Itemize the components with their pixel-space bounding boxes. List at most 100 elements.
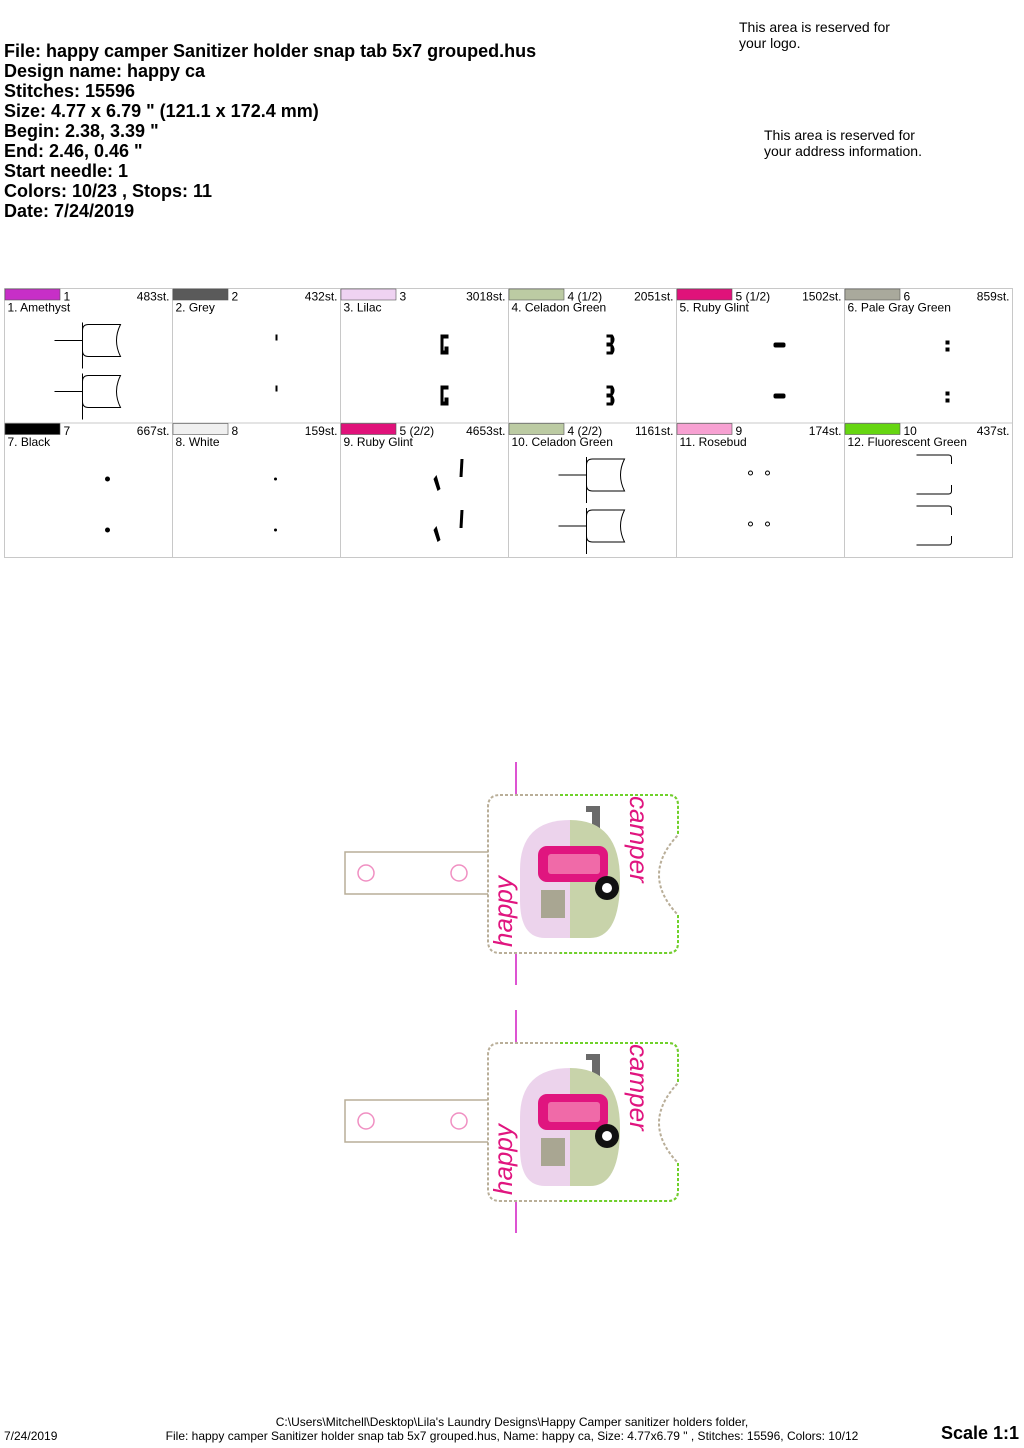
design-word: happy	[488, 874, 518, 947]
header-line: Colors: 10/23 , Stops: 11	[4, 181, 213, 201]
thumb-shape	[773, 342, 786, 348]
thumb-shape	[54, 373, 122, 420]
swatch	[844, 288, 901, 301]
scale: Scale 1:1	[940, 1423, 1019, 1443]
stitch-count: 1161st.	[635, 424, 673, 438]
stitch-count: 174st.	[809, 424, 842, 438]
thumb-shape	[765, 470, 770, 476]
color-name: 10. Celadon Green	[512, 435, 613, 449]
color-cell: 9 174st. 11. Rosebud	[676, 422, 845, 558]
color-name: 12. Fluorescent Green	[848, 435, 967, 449]
color-name: 8. White	[176, 435, 220, 449]
stitch-count: 437st.	[977, 424, 1010, 438]
color-cell: 1 483st. 1. Amethyst	[4, 288, 173, 424]
needle-number: 2	[232, 290, 239, 304]
color-cell: 5 (2/2) 4653st. 9. Ruby Glint	[340, 422, 509, 558]
color-table: 1 483st. 1. Amethyst 2 432st. 2. Grey 3 3018st.…	[4, 288, 1013, 558]
swatch	[676, 423, 733, 435]
swatch	[172, 288, 229, 301]
footer-path: C:\Users\Mitchell\Desktop\Lila's Laundry…	[275, 1415, 749, 1429]
needle-number: 8	[232, 424, 239, 438]
color-name: 4. Celadon Green	[512, 301, 607, 315]
color-cell: 4 (2/2) 1161st. 10. Celadon Green	[508, 422, 677, 558]
stitch-count: 159st.	[305, 424, 338, 438]
color-name: 3. Lilac	[344, 301, 382, 315]
swatch	[172, 423, 229, 435]
thumb-shape	[440, 334, 449, 355]
swatch	[340, 423, 397, 435]
thumb-shape	[105, 527, 110, 533]
swatch	[508, 288, 565, 301]
thumb-shape	[433, 475, 441, 491]
address-note: This area is reserved for your address i…	[764, 127, 922, 159]
color-cell: 7 667st. 7. Black	[4, 422, 173, 558]
thumb-shape	[275, 385, 278, 392]
design-word: camper	[624, 796, 654, 884]
color-cell: 10 437st. 12. Fluorescent Green	[844, 422, 1013, 558]
color-cell: 6 859st. 6. Pale Gray Green	[844, 288, 1013, 424]
thumb-shape	[765, 521, 770, 527]
needle-number: 5 (1/2)	[736, 290, 771, 304]
thumb-shape	[916, 454, 952, 495]
thumb-shape	[945, 398, 950, 403]
thumb-shape	[945, 347, 950, 352]
stitch-count: 859st.	[977, 290, 1010, 304]
needle-number: 1	[64, 290, 71, 304]
header-line: Size: 4.77 x 6.79 " (121.1 x 172.4 mm)	[4, 101, 319, 121]
footer-summary: File: happy camper Sanitizer holder snap…	[165, 1429, 859, 1443]
color-cell: 8 159st. 8. White	[172, 422, 341, 558]
thumb-shape	[440, 385, 449, 406]
stitch-count: 1502st.	[802, 290, 841, 304]
footer-date: 7/24/2019	[4, 1429, 58, 1443]
header-line: Start needle: 1	[4, 161, 129, 181]
needle-number: 10	[904, 424, 918, 438]
swatch	[508, 423, 565, 435]
color-name: 7. Black	[8, 435, 52, 449]
color-cell: 3 3018st. 3. Lilac	[340, 288, 509, 424]
header-line: End: 2.46, 0.46 "	[4, 141, 143, 161]
needle-number: 3	[400, 290, 407, 304]
header-line: Date: 7/24/2019	[4, 201, 135, 221]
header-line: File: happy camper Sanitizer holder snap…	[4, 41, 537, 61]
logo-note: This area is reserved for your logo.	[739, 19, 890, 51]
note-line: your address information.	[764, 143, 922, 159]
thumb-shape	[558, 457, 626, 503]
color-name: 11. Rosebud	[680, 435, 747, 449]
note-line: your logo.	[739, 35, 801, 51]
note-line: This area is reserved for	[739, 19, 890, 35]
thumb-shape	[105, 476, 110, 482]
stitch-count: 3018st.	[466, 290, 505, 304]
stitch-count: 4653st.	[466, 424, 505, 438]
header-line: Stitches: 15596	[4, 81, 136, 101]
thumb-shape	[748, 470, 753, 476]
thumb-shape	[945, 340, 950, 345]
color-cell: 5 (1/2) 1502st. 5. Ruby Glint	[676, 288, 845, 424]
thumb-shape	[773, 393, 786, 399]
swatch	[340, 288, 397, 301]
stitch-count: 483st.	[137, 290, 170, 304]
thumb-shape	[54, 322, 122, 369]
thumb-shape	[459, 510, 464, 528]
header-line: Design name: happy ca	[4, 61, 206, 81]
stitch-count: 667st.	[137, 424, 170, 438]
thumb-shape	[748, 521, 753, 527]
needle-number: 4 (1/2)	[568, 290, 603, 304]
needle-number: 7	[64, 424, 71, 438]
color-cell: 2 432st. 2. Grey	[172, 288, 341, 424]
color-name: 6. Pale Gray Green	[848, 301, 951, 315]
thumb-shape	[459, 459, 464, 477]
thumb-shape	[606, 385, 615, 406]
thumb-shape	[945, 391, 950, 396]
thumb-shape	[274, 477, 277, 481]
cell-border	[844, 422, 1013, 558]
needle-number: 5 (2/2)	[400, 424, 435, 438]
needle-number: 6	[904, 290, 911, 304]
thumb-shape	[275, 334, 278, 341]
header-line: Begin: 2.38, 3.39 "	[4, 121, 159, 141]
color-name: 2. Grey	[176, 301, 215, 315]
thumb-shape	[274, 528, 277, 532]
thumb-shape	[558, 508, 626, 554]
design-word: happy	[488, 1122, 518, 1195]
color-cell: 4 (1/2) 2051st. 4. Celadon Green	[508, 288, 677, 424]
